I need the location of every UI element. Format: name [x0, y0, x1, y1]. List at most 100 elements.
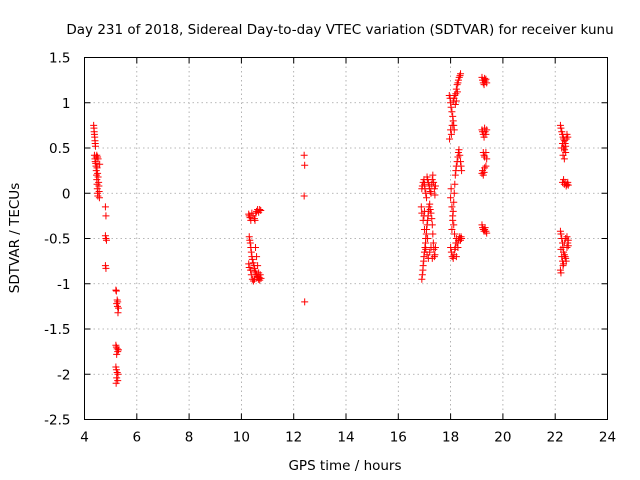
data-point — [557, 245, 565, 253]
y-tick-label: -1.5 — [44, 322, 70, 338]
data-point — [481, 224, 489, 232]
data-point — [482, 130, 490, 138]
data-point — [451, 101, 459, 109]
data-point — [481, 164, 489, 172]
data-point — [452, 253, 460, 261]
data-point — [559, 262, 567, 270]
data-point — [420, 180, 428, 188]
x-tick-label: 16 — [390, 430, 407, 446]
data-point — [483, 126, 491, 134]
data-point — [427, 244, 435, 252]
x-tick-label: 12 — [285, 430, 302, 446]
data-point — [455, 146, 463, 154]
data-point — [95, 187, 103, 195]
data-point — [427, 189, 435, 197]
data-point — [480, 168, 488, 176]
data-point — [93, 151, 101, 159]
data-point — [447, 103, 455, 111]
data-point — [246, 239, 254, 247]
data-point — [94, 192, 102, 200]
data-point — [452, 97, 460, 105]
data-point — [481, 225, 489, 233]
data-point — [424, 235, 432, 242]
data-point — [423, 194, 431, 202]
data-point — [102, 212, 110, 220]
data-point — [431, 191, 439, 199]
data-point — [418, 275, 426, 283]
data-point — [428, 221, 436, 229]
data-point — [451, 244, 459, 252]
data-point — [563, 244, 571, 252]
data-point — [453, 88, 461, 96]
data-point — [563, 180, 571, 188]
x-tick-label: 14 — [337, 430, 354, 446]
data-point — [448, 225, 456, 233]
data-point — [457, 233, 465, 241]
data-point — [451, 171, 459, 179]
y-axis-label: SDTVAR / TECUs — [7, 183, 23, 293]
data-point — [251, 267, 259, 275]
data-point — [114, 309, 122, 317]
data-point — [428, 215, 436, 223]
data-point — [96, 160, 104, 168]
data-point — [481, 77, 489, 85]
data-point — [94, 169, 102, 177]
data-point — [420, 225, 428, 233]
data-point — [245, 210, 253, 218]
data-point — [559, 139, 567, 147]
data-point — [558, 144, 566, 152]
data-point — [114, 304, 122, 312]
data-point — [419, 216, 427, 224]
data-point — [256, 276, 264, 284]
data-point — [447, 194, 455, 202]
data-point — [453, 81, 461, 89]
x-tick-label: 20 — [494, 430, 511, 446]
data-point — [249, 277, 257, 285]
y-tick-label: -2.5 — [44, 413, 70, 429]
data-point — [245, 260, 253, 268]
x-tick-label: 8 — [185, 430, 194, 446]
data-point — [564, 133, 572, 141]
x-tick-label: 24 — [599, 430, 616, 446]
data-point — [256, 271, 264, 279]
y-tick-label: 1.5 — [49, 51, 70, 67]
y-tick-label: -2 — [57, 367, 70, 383]
data-point — [482, 75, 490, 83]
data-point — [457, 158, 465, 166]
data-point — [101, 203, 109, 211]
data-point — [254, 262, 262, 270]
data-point — [245, 263, 253, 271]
y-tick-label: 0.5 — [49, 141, 70, 157]
data-point — [559, 151, 567, 159]
data-point — [422, 245, 430, 253]
data-point — [245, 233, 253, 241]
data-point — [102, 264, 110, 272]
data-point — [257, 274, 265, 282]
data-point — [421, 244, 429, 252]
data-point — [560, 239, 568, 247]
data-point — [448, 203, 456, 211]
data-point — [448, 108, 456, 116]
data-point — [457, 70, 465, 78]
data-point — [247, 271, 255, 279]
y-tick-label: 0 — [62, 186, 71, 202]
data-point — [113, 368, 121, 376]
x-tick-label: 6 — [133, 430, 142, 446]
data-point — [430, 245, 438, 253]
data-point — [564, 181, 572, 189]
data-point — [557, 230, 565, 238]
data-point — [458, 167, 466, 175]
data-point — [429, 171, 437, 179]
data-point — [419, 262, 427, 270]
data-point — [456, 151, 464, 159]
data-point — [252, 209, 260, 217]
data-point — [426, 206, 434, 214]
data-point — [458, 235, 466, 242]
x-axis-label: GPS time / hours — [288, 458, 401, 474]
data-point — [247, 248, 255, 256]
data-point — [449, 254, 457, 262]
data-point — [250, 215, 258, 223]
data-point — [256, 206, 264, 214]
data-point — [248, 255, 256, 263]
data-point — [301, 161, 309, 169]
